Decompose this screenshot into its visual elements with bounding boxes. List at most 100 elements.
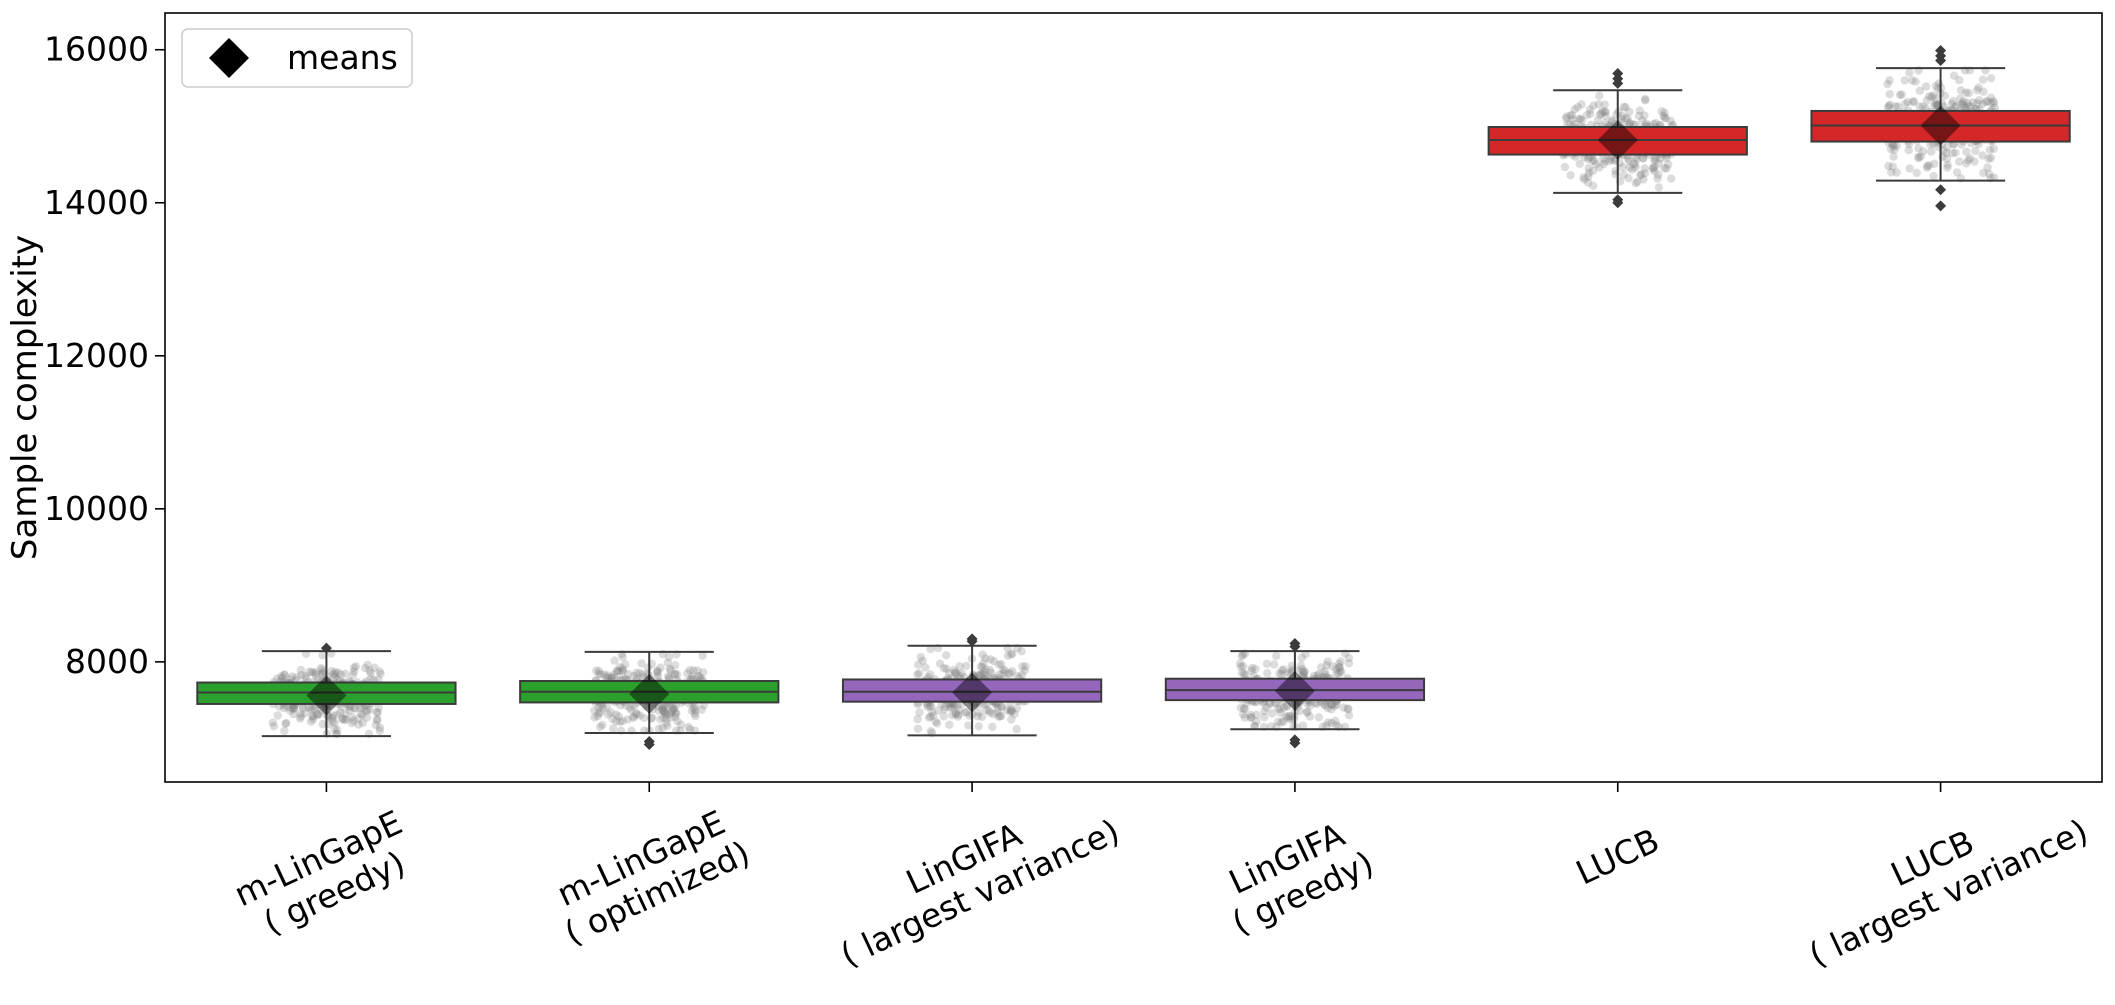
sample-point xyxy=(272,674,282,683)
x-tick-label: LUCB( largest variance) xyxy=(1787,777,2094,975)
sample-point xyxy=(1666,116,1675,126)
sample-point xyxy=(350,704,359,713)
sample-point xyxy=(1334,669,1343,678)
sample-point xyxy=(373,715,382,724)
sample-point xyxy=(1893,102,1903,111)
sample-point xyxy=(699,668,708,677)
sample-point xyxy=(1314,669,1323,679)
sample-point xyxy=(1989,97,1998,106)
sample-point xyxy=(1327,718,1336,728)
sample-point xyxy=(689,666,698,675)
outlier-point xyxy=(1612,67,1624,79)
sample-point xyxy=(1246,713,1256,723)
sample-point xyxy=(1918,102,1928,112)
outlier-point xyxy=(1289,638,1301,650)
sample-point xyxy=(947,703,956,712)
sample-point xyxy=(669,704,679,713)
sample-point xyxy=(1633,177,1642,186)
sample-point xyxy=(1653,174,1662,183)
sample-point xyxy=(375,667,384,676)
sample-point xyxy=(363,706,372,715)
sample-point xyxy=(625,703,634,712)
sample-point xyxy=(1968,98,1978,107)
sample-point xyxy=(1332,720,1341,730)
sample-point xyxy=(358,718,367,727)
sample-point xyxy=(658,705,667,714)
sample-point xyxy=(1891,102,1900,111)
sample-point xyxy=(1919,147,1928,156)
sample-point xyxy=(997,660,1006,669)
sample-point xyxy=(987,668,996,678)
sample-point xyxy=(668,706,677,715)
sample-point xyxy=(1943,163,1952,172)
mean-marker xyxy=(306,675,347,716)
sample-point xyxy=(1584,154,1593,164)
sample-point xyxy=(1250,721,1260,730)
sample-point xyxy=(952,669,961,679)
sample-point xyxy=(1007,707,1016,716)
sample-point xyxy=(1595,91,1604,100)
sample-point xyxy=(1585,105,1595,114)
sample-point xyxy=(299,704,308,713)
box-group-6 xyxy=(1810,44,2071,212)
sample-point xyxy=(1625,163,1634,172)
sample-point xyxy=(374,703,383,713)
sample-point xyxy=(1241,670,1250,679)
sample-point xyxy=(1667,174,1676,183)
sample-point xyxy=(268,718,277,727)
sample-point xyxy=(1923,161,1932,171)
sample-point xyxy=(691,711,700,721)
sample-point xyxy=(653,672,663,681)
sample-point xyxy=(338,715,347,724)
sample-point xyxy=(614,712,624,721)
sample-point xyxy=(1640,169,1650,178)
mean-marker xyxy=(1274,670,1315,711)
sample-point xyxy=(308,715,318,724)
sample-point xyxy=(330,718,339,727)
sample-point xyxy=(662,710,671,719)
sample-point xyxy=(349,667,359,676)
sample-point xyxy=(345,706,354,715)
sample-point xyxy=(945,720,954,729)
sample-point xyxy=(945,668,954,678)
sample-point xyxy=(1281,712,1291,721)
sample-point xyxy=(1884,161,1893,171)
sample-point xyxy=(1239,710,1248,719)
sample-point xyxy=(333,725,342,734)
y-tick-label: 14000 xyxy=(44,183,149,222)
sample-point xyxy=(618,666,628,675)
sample-point xyxy=(318,665,327,675)
sample-point xyxy=(278,673,287,683)
sample-point xyxy=(336,670,345,679)
sample-point xyxy=(1566,171,1575,180)
sample-point xyxy=(964,721,973,730)
outlier-point xyxy=(1935,44,1947,56)
sample-point xyxy=(1903,97,1912,107)
x-tick-label: m-LinGapE( greedy) xyxy=(228,803,424,949)
sample-point xyxy=(1901,99,1910,109)
x-tick-label-line: LUCB xyxy=(1570,821,1665,893)
sample-point xyxy=(1006,669,1015,678)
sample-point xyxy=(1295,706,1304,716)
sample-point xyxy=(373,708,382,718)
y-tick-label: 10000 xyxy=(44,489,149,528)
sample-point xyxy=(974,722,983,731)
sample-point xyxy=(986,655,995,664)
sample-point xyxy=(1237,651,1247,661)
sample-point xyxy=(993,704,1002,713)
sample-point xyxy=(654,702,663,711)
sample-point xyxy=(1240,713,1250,722)
sample-point xyxy=(982,705,991,715)
sample-point xyxy=(659,713,668,722)
sample-point xyxy=(311,670,321,680)
sample-point xyxy=(1270,699,1280,708)
sample-point xyxy=(1887,168,1896,177)
sample-point xyxy=(1017,647,1026,656)
sample-point xyxy=(627,705,636,715)
sample-point xyxy=(1286,669,1295,678)
sample-point xyxy=(1331,716,1340,726)
sample-point xyxy=(1964,88,1974,98)
sample-point xyxy=(1344,659,1354,668)
sample-point xyxy=(685,725,695,734)
sample-point xyxy=(927,702,936,711)
